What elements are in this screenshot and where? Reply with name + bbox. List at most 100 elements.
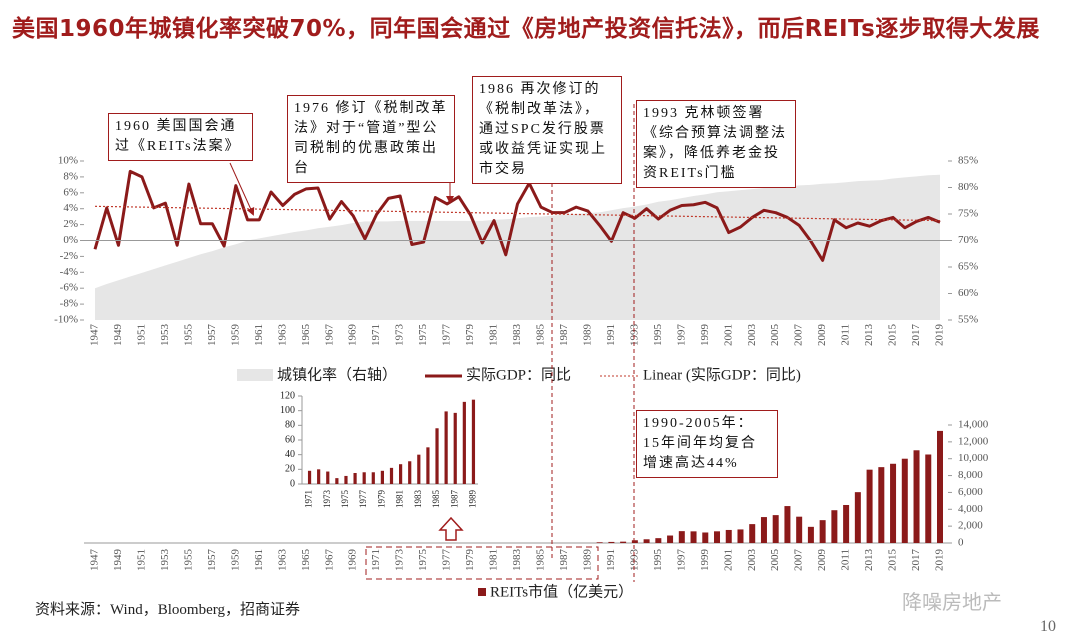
- x-tick-label: 1957: [206, 324, 218, 347]
- y-tick-label: -4%: [60, 266, 78, 278]
- x-tick-label: 1975: [417, 549, 429, 572]
- x-tick-label: 1947: [89, 324, 101, 347]
- inset-bar: [344, 475, 348, 484]
- x-tick-label: 2015: [887, 549, 899, 572]
- annotation: 1986 再次修订的《税制改革法》，通过SPC发行股票或收益凭证实现上市交易: [472, 76, 622, 184]
- inset-x-tick-label: 1971: [304, 490, 314, 508]
- x-tick-label: 1957: [206, 549, 218, 572]
- y-tick-label: 14,000: [958, 419, 989, 431]
- x-tick-label: 1955: [182, 324, 194, 347]
- inset-y-tick-label: 100: [280, 405, 295, 416]
- annotation: 1990-2005年：15年间年均复合增速高达44%: [636, 410, 778, 478]
- legend-label: 城镇化率（右轴）: [277, 366, 397, 383]
- inset-x-tick-label: 1973: [322, 490, 332, 509]
- x-tick-label: 1953: [159, 324, 171, 347]
- inset-bar: [362, 472, 366, 484]
- inset-x-tick-label: 1981: [395, 490, 405, 508]
- bar: [620, 541, 627, 543]
- x-tick-label: 1959: [229, 549, 241, 572]
- y-tick-label: 10%: [58, 155, 78, 167]
- y2-tick-label: 60%: [958, 287, 978, 299]
- inset-y-tick-label: 120: [280, 390, 295, 401]
- x-tick-label: 2017: [910, 549, 922, 572]
- y2-tick-label: 65%: [958, 261, 978, 273]
- x-tick-label: 2017: [910, 324, 922, 347]
- x-tick-label: 2007: [793, 549, 805, 572]
- y-tick-label: 8%: [63, 170, 78, 182]
- x-tick-label: 2003: [746, 324, 758, 347]
- y-tick-label: 2,000: [958, 520, 983, 532]
- y2-tick-label: 75%: [958, 208, 978, 220]
- x-tick-label: 1961: [253, 324, 265, 346]
- bar: [596, 542, 603, 543]
- x-tick-label: 1961: [253, 549, 265, 571]
- x-tick-label: 1989: [581, 549, 593, 572]
- title: 美国1960年城镇化率突破70%，同年国会通过《房地产投资信托法》，而后REIT…: [12, 16, 1040, 42]
- inset-bar: [380, 470, 384, 484]
- annotation: 1976 修订《税制改革法》对于“管道”型公司税制的优惠政策出台: [287, 95, 455, 183]
- x-tick-label: 1951: [135, 324, 147, 346]
- x-tick-label: 1971: [370, 324, 382, 346]
- bar: [678, 531, 685, 543]
- inset-bar: [471, 399, 476, 484]
- x-tick-label: 1963: [276, 549, 288, 572]
- legend-label: 实际GDP：同比: [466, 366, 571, 383]
- inset-x-tick-label: 1983: [413, 490, 423, 509]
- y2-tick-label: 85%: [958, 155, 978, 167]
- y-tick-label: 2%: [63, 218, 78, 230]
- y-tick-label: -8%: [60, 298, 78, 310]
- x-tick-label: 1953: [159, 549, 171, 572]
- x-tick-label: 1959: [229, 324, 241, 347]
- x-tick-label: 1965: [300, 549, 312, 572]
- bar: [890, 463, 897, 543]
- x-tick-label: 1955: [182, 549, 194, 572]
- bar: [725, 529, 732, 543]
- y-tick-label: 6,000: [958, 486, 983, 498]
- x-tick-label: 1951: [135, 549, 147, 571]
- x-tick-label: 1971: [370, 549, 382, 571]
- legend-swatch: [237, 369, 273, 381]
- x-tick-label: 1981: [488, 549, 500, 571]
- bar: [819, 520, 826, 543]
- x-tick-label: 1973: [394, 549, 406, 572]
- x-tick-label: 1985: [535, 549, 547, 572]
- x-tick-label: 2009: [816, 324, 828, 347]
- inset-x-tick-label: 1989: [468, 490, 478, 509]
- x-tick-label: 2015: [887, 324, 899, 347]
- inset-bar: [371, 472, 375, 484]
- inset-x-tick-label: 1987: [449, 490, 459, 509]
- bar: [831, 510, 838, 543]
- page-number: 10: [1040, 618, 1056, 635]
- y-tick-label: 12,000: [958, 435, 989, 447]
- bar: [878, 467, 885, 543]
- x-tick-label: 1949: [112, 324, 124, 347]
- bar: [702, 532, 709, 543]
- inset-x-tick-label: 1985: [431, 490, 441, 509]
- x-tick-label: 1993: [628, 324, 640, 347]
- inset-bar: [426, 447, 430, 484]
- annotation: 1960 美国国会通过《REITs法案》: [108, 113, 253, 161]
- x-tick-label: 1997: [675, 549, 687, 572]
- y-tick-label: -2%: [60, 250, 78, 262]
- bar: [643, 539, 650, 543]
- inset-y-tick-label: 20: [285, 464, 295, 475]
- bar: [690, 531, 697, 543]
- x-tick-label: 1985: [535, 324, 547, 347]
- x-tick-label: 1969: [347, 549, 359, 572]
- x-tick-label: 2013: [863, 549, 875, 572]
- inset-y-tick-label: 40: [285, 449, 295, 460]
- x-tick-label: 1987: [558, 324, 570, 347]
- x-tick-label: 1979: [464, 549, 476, 572]
- x-tick-label: 1989: [581, 324, 593, 347]
- x-tick-label: 1973: [394, 324, 406, 347]
- bar: [937, 430, 943, 543]
- bar: [925, 454, 932, 543]
- bar: [901, 458, 908, 543]
- bar: [772, 515, 779, 543]
- x-tick-label: 1981: [488, 324, 500, 346]
- x-tick-label: 1987: [558, 549, 570, 572]
- inset-bar: [408, 461, 412, 484]
- x-tick-label: 1965: [300, 324, 312, 347]
- x-tick-label: 1997: [675, 324, 687, 347]
